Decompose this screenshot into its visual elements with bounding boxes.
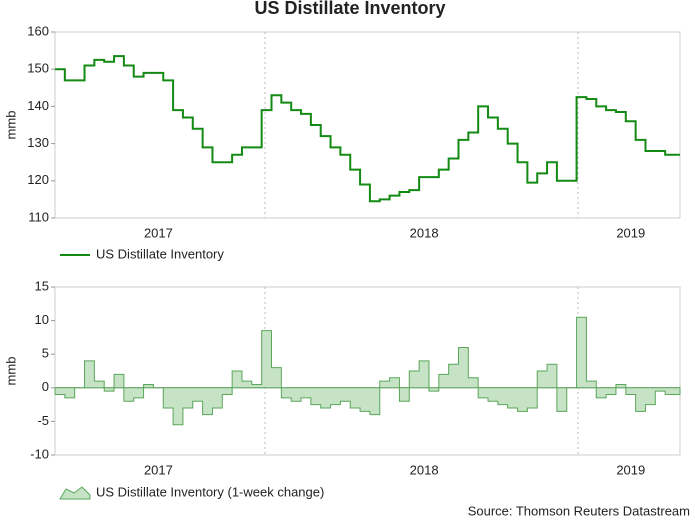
x-tick-label: 2019 bbox=[616, 462, 645, 477]
y-axis-label: mmb bbox=[3, 357, 18, 386]
legend-label: US Distillate Inventory (1-week change) bbox=[96, 484, 324, 499]
legend-swatch bbox=[59, 486, 91, 500]
y-tick-label: 140 bbox=[27, 98, 49, 113]
x-tick-label: 2018 bbox=[410, 225, 439, 240]
x-tick-label: 2018 bbox=[410, 462, 439, 477]
y-tick-label: 10 bbox=[35, 312, 49, 327]
y-tick-label: 0 bbox=[42, 379, 49, 394]
y-tick-label: 5 bbox=[42, 346, 49, 361]
y-tick-label: -5 bbox=[37, 413, 49, 428]
y-tick-label: -10 bbox=[30, 446, 49, 461]
source-note: Source: Thomson Reuters Datastream bbox=[468, 503, 690, 518]
plot-frame bbox=[54, 286, 681, 456]
plot-frame bbox=[54, 31, 681, 219]
y-tick-label: 120 bbox=[27, 172, 49, 187]
y-tick-label: 110 bbox=[28, 209, 49, 224]
legend-label: US Distillate Inventory bbox=[96, 246, 224, 261]
data-line bbox=[55, 55, 680, 203]
y-tick-label: 15 bbox=[35, 278, 49, 293]
y-tick-label: 150 bbox=[27, 61, 49, 76]
chart-title: US Distillate Inventory bbox=[254, 0, 445, 18]
x-tick-label: 2019 bbox=[616, 225, 645, 240]
y-axis-label: mmb bbox=[3, 111, 18, 140]
x-tick-label: 2017 bbox=[144, 462, 173, 477]
data-area bbox=[54, 316, 681, 426]
x-tick-label: 2017 bbox=[144, 225, 173, 240]
y-tick-label: 160 bbox=[27, 23, 49, 38]
y-tick-label: 130 bbox=[27, 135, 49, 150]
